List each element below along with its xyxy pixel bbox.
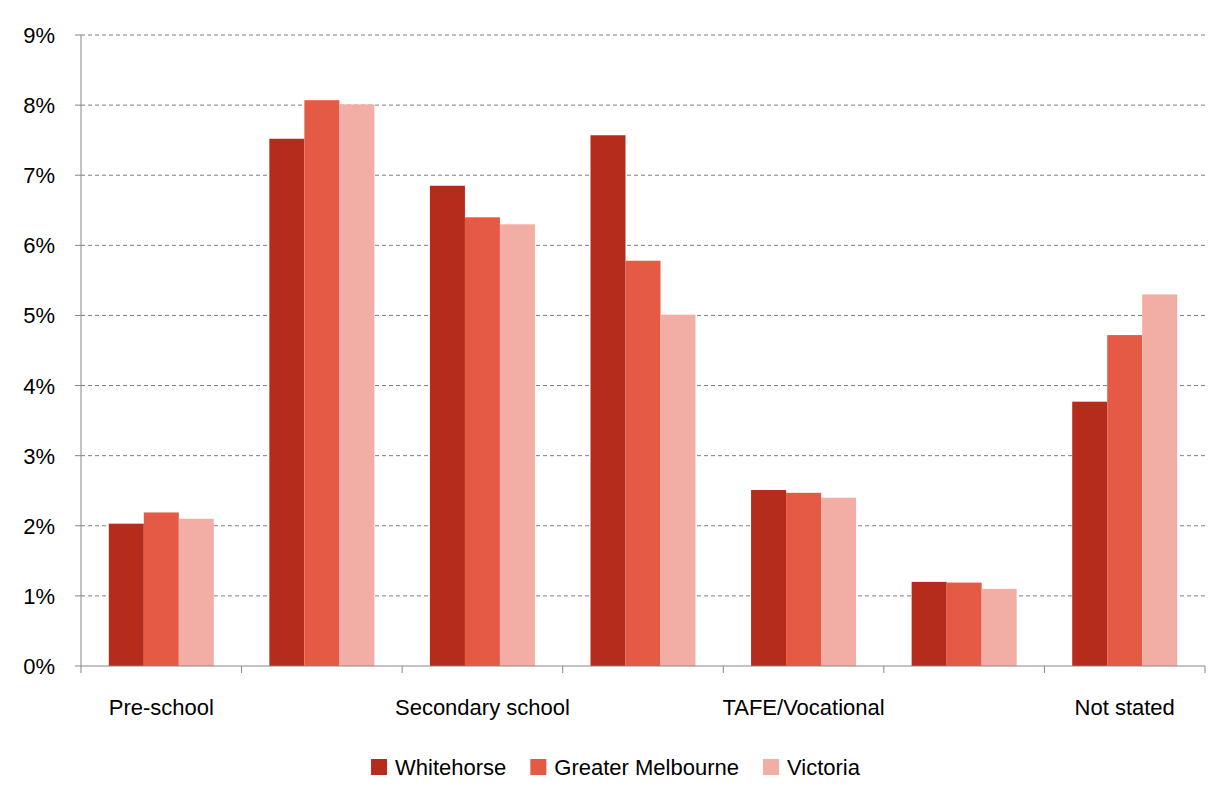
x-tick	[402, 666, 403, 673]
bar	[751, 490, 786, 666]
y-tick	[75, 245, 81, 246]
y-tick	[75, 525, 81, 526]
bar	[947, 583, 982, 666]
x-tick	[562, 666, 563, 673]
bar	[109, 524, 144, 666]
bar	[982, 589, 1017, 666]
y-tick	[75, 455, 81, 456]
x-axis	[81, 666, 1205, 667]
legend-swatch	[371, 759, 387, 775]
y-tick-label: 6%	[23, 233, 55, 258]
x-tick	[241, 666, 242, 673]
bar	[1142, 294, 1177, 666]
grid-line	[81, 105, 1205, 106]
y-tick	[75, 175, 81, 176]
x-tick	[1044, 666, 1045, 673]
x-tick-label: TAFE/Vocational	[722, 695, 884, 720]
x-tick	[1205, 666, 1206, 673]
bars	[109, 100, 1177, 666]
chart: 0% 1% 2% 3% 4% 5% 6% 7% 8% 9% Pre-school Secondary …	[0, 0, 1231, 806]
bar	[430, 186, 465, 666]
y-tick-label: 5%	[23, 303, 55, 328]
legend-swatch	[763, 759, 779, 775]
y-tick	[75, 35, 81, 36]
y-tick	[75, 595, 81, 596]
legend-swatch	[530, 759, 546, 775]
bar	[1107, 335, 1142, 666]
legend-item: Greater Melbourne	[530, 755, 739, 780]
bar	[661, 315, 696, 666]
y-tick-label: 0%	[23, 654, 55, 679]
y-tick-label: 2%	[23, 514, 55, 539]
x-tick	[883, 666, 884, 673]
x-tick	[81, 666, 82, 673]
bar	[339, 104, 374, 666]
y-tick	[75, 105, 81, 106]
legend-label: Greater Melbourne	[554, 755, 739, 780]
y-tick-label: 9%	[23, 23, 55, 48]
x-tick	[723, 666, 724, 673]
legend-label: Whitehorse	[395, 755, 506, 780]
bar	[1072, 402, 1107, 666]
legend: Whitehorse Greater Melbourne Victoria	[371, 755, 861, 780]
y-tick	[75, 315, 81, 316]
y-tick	[75, 666, 81, 667]
x-tick-label: Secondary school	[395, 695, 570, 720]
x-tick-label: Pre-school	[109, 695, 214, 720]
y-tick-label: 4%	[23, 374, 55, 399]
grid-line	[81, 175, 1205, 176]
grid-line	[81, 35, 1205, 36]
bar	[500, 224, 535, 666]
y-tick-label: 7%	[23, 163, 55, 188]
grid-line	[81, 245, 1205, 246]
legend-item: Whitehorse	[371, 755, 506, 780]
bar	[625, 261, 660, 666]
bar	[304, 100, 339, 666]
y-tick-label: 8%	[23, 93, 55, 118]
bar	[269, 139, 304, 666]
bar	[144, 512, 179, 666]
y-tick	[75, 385, 81, 386]
legend-label: Victoria	[787, 755, 861, 780]
bar	[912, 582, 947, 666]
y-tick-label: 3%	[23, 444, 55, 469]
x-tick-label: Not stated	[1075, 695, 1175, 720]
bar	[821, 498, 856, 666]
y-tick-label: 1%	[23, 584, 55, 609]
legend-item: Victoria	[763, 755, 861, 780]
bar	[590, 135, 625, 666]
bar	[179, 519, 214, 666]
bar	[465, 217, 500, 666]
bar	[786, 493, 821, 666]
y-axis	[81, 35, 82, 666]
